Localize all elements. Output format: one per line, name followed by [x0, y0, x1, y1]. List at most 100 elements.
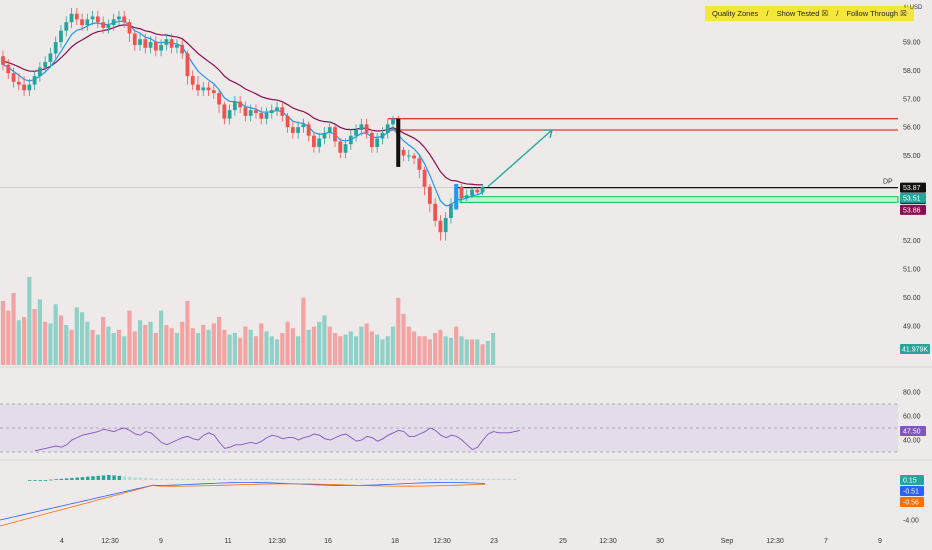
volume-bar: [27, 277, 32, 365]
macd-histogram-bar: [375, 478, 380, 480]
candle-body: [417, 158, 422, 170]
macd-histogram-bar: [317, 478, 322, 480]
volume-bar: [280, 333, 285, 365]
time-tick-label: 7: [824, 538, 828, 545]
volume-bar: [427, 339, 432, 365]
candle-body: [248, 110, 253, 116]
candle-body: [27, 84, 32, 91]
candle-body: [375, 138, 380, 148]
macd-histogram-bar: [96, 475, 101, 480]
legend-follow-through[interactable]: Follow Through ☒: [846, 9, 907, 18]
volume-bar: [433, 333, 438, 365]
macd-histogram-bar: [122, 476, 127, 480]
volume-bar: [301, 297, 306, 365]
candle-body: [190, 76, 195, 85]
volume-bar: [227, 334, 232, 365]
candle-body: [117, 16, 121, 20]
candle-body: [427, 186, 432, 204]
candle-body: [127, 22, 132, 34]
volume-bar: [259, 323, 264, 365]
macd-line: [0, 482, 485, 521]
macd-histogram-bar: [344, 478, 348, 480]
candle-body: [48, 53, 53, 62]
price-badge-label: 53.87: [903, 185, 921, 192]
candle-body: [370, 132, 374, 148]
macd-histogram-bar: [391, 478, 396, 480]
macd-histogram-bar: [433, 478, 438, 480]
volume-bar: [327, 326, 332, 365]
volume-bar: [417, 336, 422, 365]
macd-histogram-bar: [323, 478, 327, 480]
indicator-legend[interactable]: Quality Zones / Show Tested ☒ / Follow T…: [705, 6, 914, 21]
volume-bar: [11, 293, 16, 365]
candle-body: [122, 16, 127, 23]
volume-bar: [116, 329, 122, 365]
macd-histogram-bar: [254, 478, 259, 480]
macd-histogram-bar: [59, 478, 64, 480]
macd-histogram-bar: [307, 478, 311, 480]
candle-body: [90, 16, 95, 20]
macd-histogram-bar: [454, 478, 459, 480]
candle-body: [143, 39, 148, 48]
macd-histogram-bar: [449, 478, 454, 480]
candle-body: [85, 19, 90, 26]
time-tick-label: 4: [60, 538, 64, 545]
volume-bar: [348, 331, 353, 365]
macd-histogram-bar: [333, 478, 338, 480]
macd-histogram-bar: [428, 478, 433, 480]
volume-bar: [253, 336, 259, 365]
volume-bar: [380, 339, 385, 365]
macd-histogram-bar: [507, 478, 512, 480]
legend-quality-zones[interactable]: Quality Zones: [712, 9, 759, 18]
macd-histogram-bar: [54, 479, 58, 480]
time-tick-label: 18: [391, 538, 399, 545]
time-tick-label: 12:30: [433, 538, 451, 545]
candle-body: [227, 110, 232, 119]
candle-body: [1, 56, 5, 65]
macd-histogram-bar: [402, 478, 406, 480]
price-tick-label: 55.00: [903, 153, 921, 160]
dp-label: DP: [883, 179, 893, 186]
candle-body: [206, 87, 211, 91]
candle-body: [138, 39, 142, 45]
volume-bar: [406, 326, 411, 365]
volume-bar: [443, 336, 448, 365]
volume-bar: [396, 297, 401, 365]
volume-bar: [332, 333, 338, 365]
macd-histogram-bar: [349, 478, 353, 480]
macd-histogram-bar: [259, 478, 264, 480]
price-tick-label: 51.00: [903, 267, 921, 274]
volume-bar: [143, 325, 148, 365]
volume-bar: [385, 336, 390, 365]
macd-histogram-bar: [328, 478, 332, 480]
macd-histogram-bar: [238, 478, 243, 480]
candle-body: [412, 155, 416, 159]
volume-bar: [248, 329, 253, 365]
candle-body: [16, 81, 21, 85]
candle-body: [385, 124, 390, 133]
volume-bar: [21, 317, 27, 365]
legend-show-tested[interactable]: Show Tested ☒: [776, 9, 829, 18]
candle-body: [285, 115, 290, 128]
price-tick-label: 57.00: [903, 96, 921, 103]
volume-bar: [322, 315, 327, 365]
macd-histogram-bar: [70, 477, 74, 480]
candle-body: [217, 93, 221, 105]
macd-histogram-bar: [465, 478, 469, 480]
macd-histogram-bar: [444, 478, 448, 480]
macd-histogram-bar: [154, 478, 158, 480]
time-tick-label: 9: [878, 538, 882, 545]
macd-histogram-bar: [302, 478, 306, 480]
candle-body: [275, 107, 279, 111]
volume-bar: [85, 321, 90, 365]
candle-body: [406, 155, 411, 157]
candle-body: [312, 135, 316, 148]
rsi-tick-label: 60.00: [903, 414, 921, 421]
volume-bar: [48, 323, 53, 365]
candle-body: [101, 22, 106, 28]
volume-bar: [238, 337, 243, 365]
time-tick-label: 12:30: [599, 538, 617, 545]
rsi-line: [34, 427, 520, 452]
volume-bar: [95, 334, 100, 365]
